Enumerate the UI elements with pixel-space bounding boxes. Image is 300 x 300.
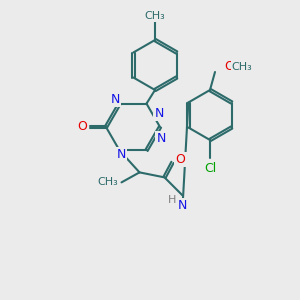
- Text: N: N: [154, 107, 164, 120]
- Text: O: O: [77, 121, 87, 134]
- Text: Cl: Cl: [204, 161, 216, 175]
- Text: CH₃: CH₃: [97, 177, 118, 188]
- Text: O: O: [224, 61, 234, 74]
- Text: O: O: [176, 153, 185, 166]
- Text: CH₃: CH₃: [145, 11, 165, 21]
- Text: N: N: [178, 199, 187, 212]
- Text: N: N: [117, 148, 126, 161]
- Text: CH₃: CH₃: [232, 62, 252, 72]
- Text: H: H: [168, 195, 177, 206]
- Text: N: N: [111, 93, 120, 106]
- Text: N: N: [157, 132, 166, 145]
